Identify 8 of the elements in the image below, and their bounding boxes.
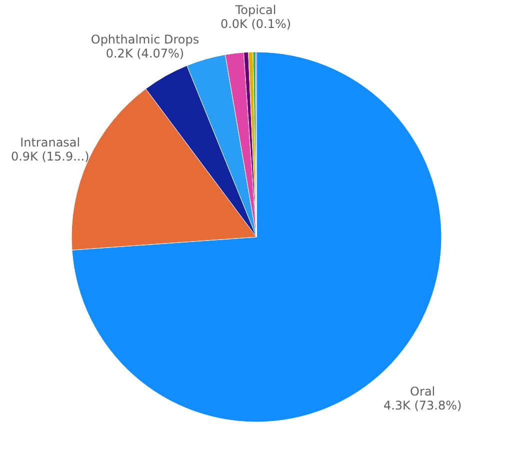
data-label: 4.3K (73.8%) [383,398,462,413]
slice-label: Topical [234,3,276,17]
slice-label: Ophthalmic Drops [90,32,200,46]
data-label: 0.9K (15.9...) [10,150,90,164]
data-label: 0.2K (4.07%) [106,46,184,60]
slice-label: Intranasal [20,136,80,150]
slice-label: Oral [410,384,436,399]
data-label: 0.0K (0.1%) [220,17,292,31]
